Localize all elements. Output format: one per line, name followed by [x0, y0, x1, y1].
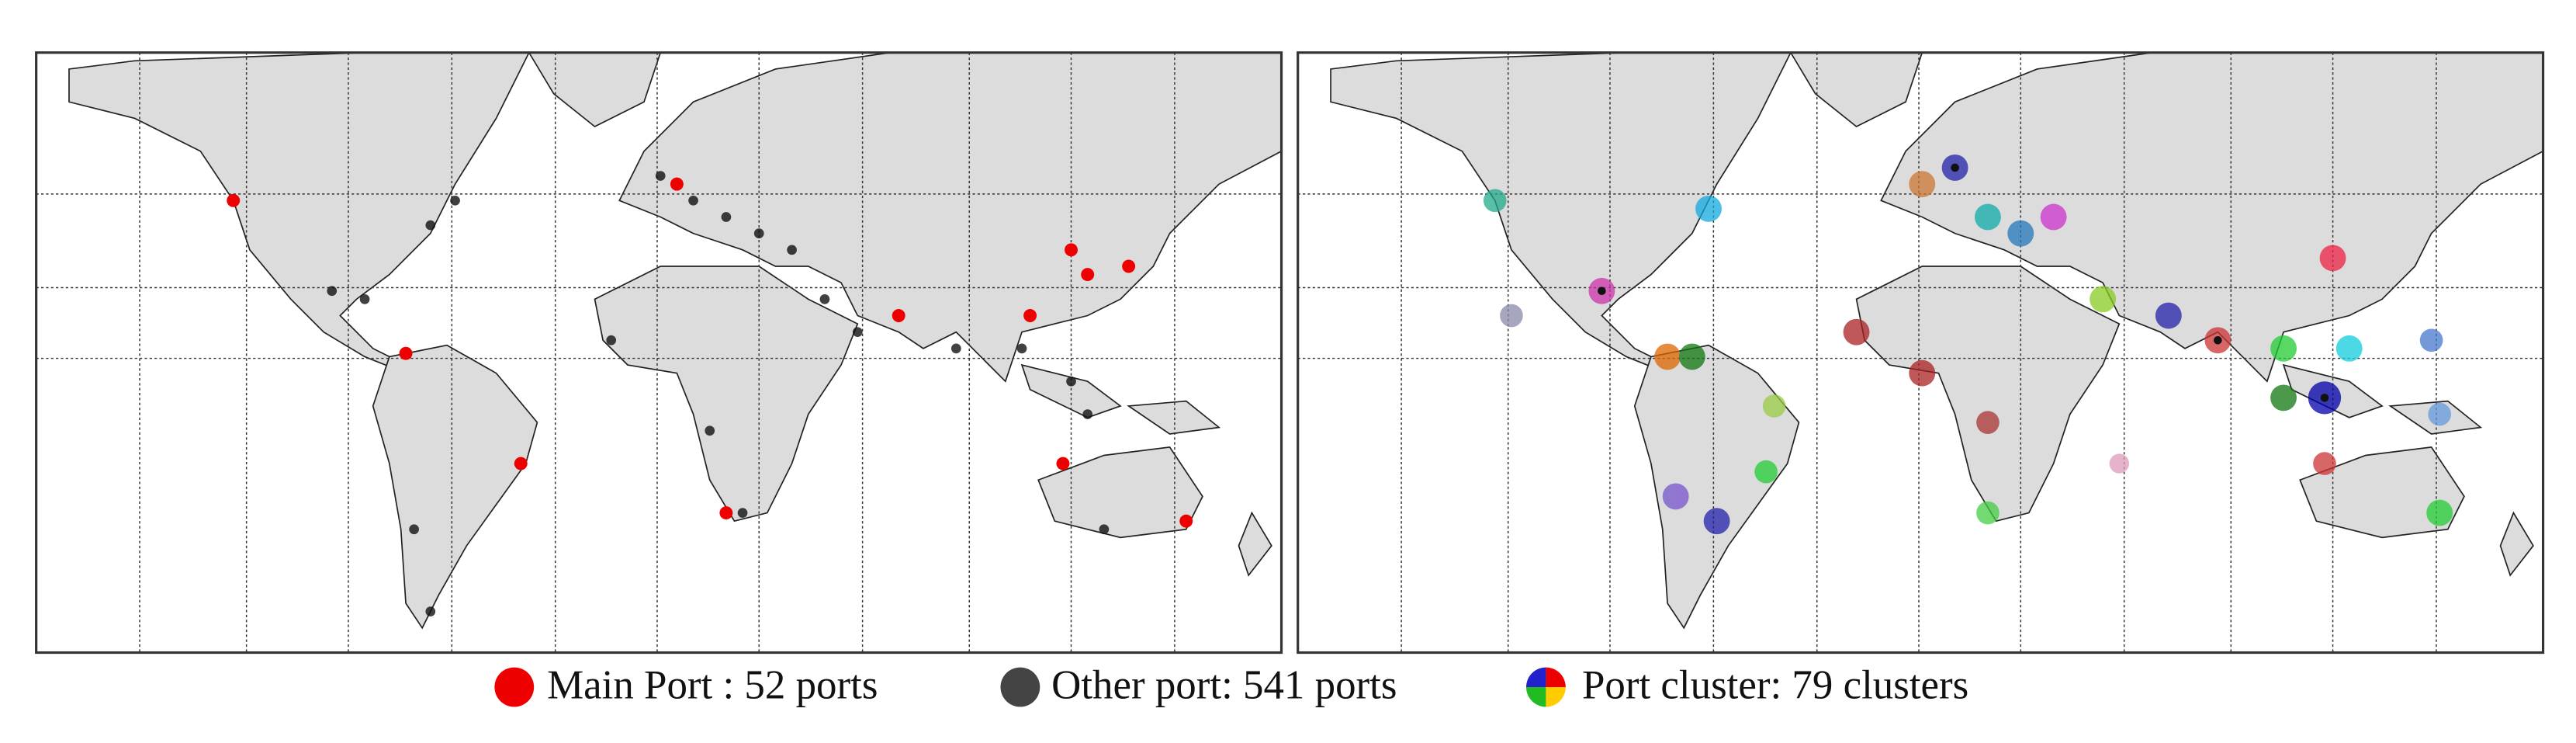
legend-marker: [1526, 667, 1566, 707]
legend-label: Port cluster: 79 clusters: [1582, 662, 1968, 707]
map-main-ports: [35, 51, 1283, 654]
map-port-clusters: [1297, 51, 2545, 654]
legend-marker: [1000, 667, 1040, 707]
legend: Main Port : 52 ports Other port: 541 por…: [494, 662, 1968, 707]
legend-label: Main Port : 52 ports: [547, 662, 878, 707]
legend-label: Other port: 541 ports: [1051, 662, 1397, 707]
legend-marker: [494, 667, 535, 707]
